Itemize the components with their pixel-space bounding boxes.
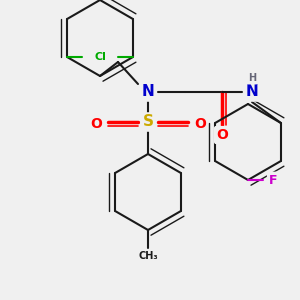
- Text: S: S: [142, 115, 154, 130]
- Text: O: O: [90, 117, 102, 131]
- Text: Cl: Cl: [95, 52, 107, 62]
- Text: F: F: [269, 173, 277, 187]
- Text: Cl: Cl: [93, 52, 105, 62]
- Text: H: H: [248, 73, 256, 83]
- Text: O: O: [194, 117, 206, 131]
- Text: O: O: [216, 128, 228, 142]
- Text: CH₃: CH₃: [138, 251, 158, 261]
- Text: N: N: [142, 85, 154, 100]
- Text: N: N: [246, 85, 258, 100]
